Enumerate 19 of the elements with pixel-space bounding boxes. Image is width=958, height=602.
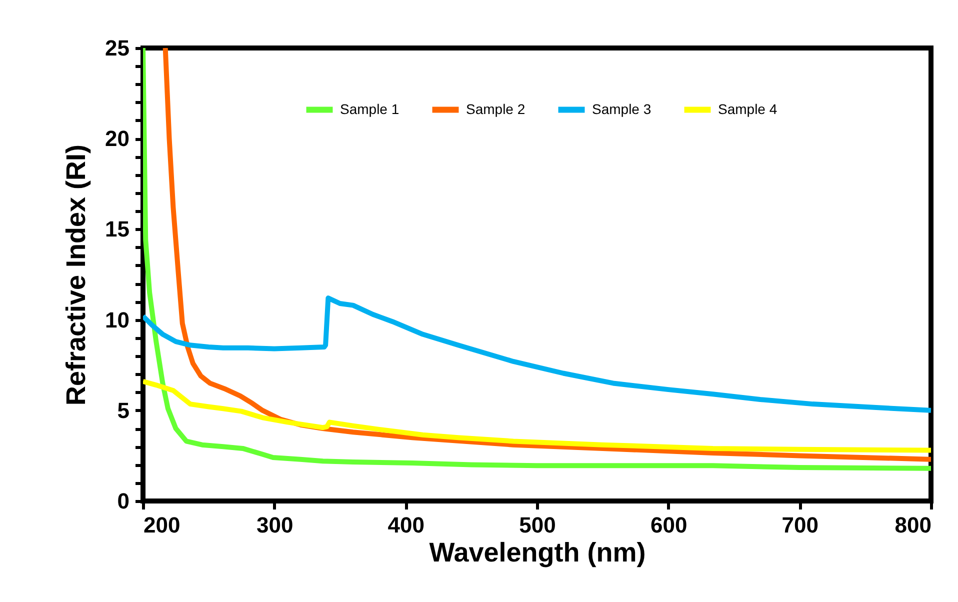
x-tick-label: 400 bbox=[388, 512, 425, 538]
y-tick-label: 0 bbox=[117, 488, 130, 514]
y-tick-label: 10 bbox=[105, 307, 130, 332]
legend-label: Sample 3 bbox=[592, 100, 652, 117]
x-tick-label: 700 bbox=[782, 512, 819, 538]
x-tick-label: 300 bbox=[256, 512, 294, 538]
y-tick-label: 25 bbox=[105, 36, 130, 60]
x-tick-label: 200 bbox=[144, 512, 180, 538]
x-tick-label: 800 bbox=[894, 512, 932, 538]
legend-label: Sample 2 bbox=[466, 100, 526, 117]
legend-label: Sample 4 bbox=[718, 100, 778, 117]
y-tick-label: 20 bbox=[105, 126, 130, 152]
x-tick-label: 600 bbox=[650, 512, 688, 538]
y-tick-label: 5 bbox=[117, 398, 130, 423]
legend-label: Sample 1 bbox=[340, 100, 400, 117]
y-axis-title: Refractive Index (RI) bbox=[61, 144, 92, 406]
x-axis-title: Wavelength (nm) bbox=[429, 538, 646, 568]
x-tick-label: 500 bbox=[519, 512, 556, 538]
y-tick-label: 15 bbox=[105, 216, 130, 242]
